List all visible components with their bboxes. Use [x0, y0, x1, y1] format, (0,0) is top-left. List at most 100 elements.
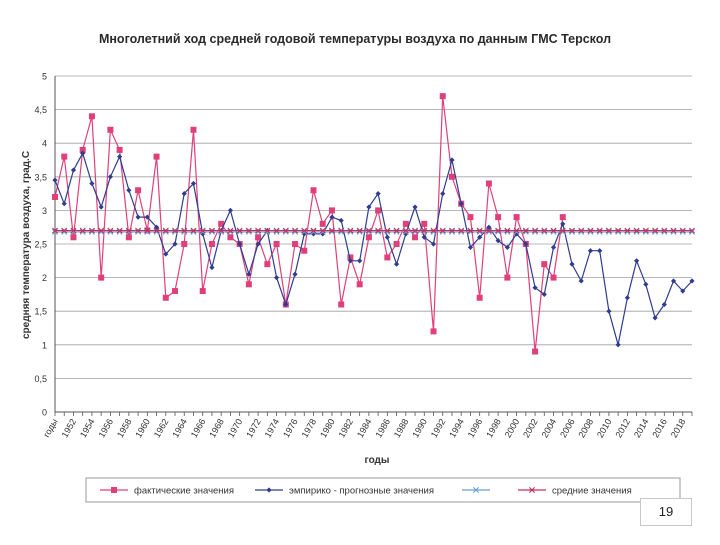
data-point-mean	[430, 227, 437, 234]
data-point-actual	[98, 274, 105, 281]
x-axis-label: годы	[365, 455, 390, 466]
data-point-forecast	[440, 191, 446, 197]
data-point-actual	[79, 146, 86, 153]
data-point-actual	[467, 214, 474, 221]
legend-marker	[473, 487, 479, 493]
data-point-mean	[199, 227, 206, 234]
data-point-mean	[412, 227, 419, 234]
data-point-forecast	[237, 241, 243, 247]
data-point-mean	[181, 227, 188, 234]
data-point-actual	[181, 241, 188, 247]
data-point-mean	[670, 227, 677, 234]
y-tick-label: 3,5	[34, 172, 47, 182]
data-point-forecast	[375, 191, 381, 197]
y-tick-label: 4,5	[34, 105, 47, 115]
data-point-forecast	[89, 180, 95, 187]
legend-label: фактические значения	[134, 486, 234, 497]
data-point-actual	[190, 126, 197, 133]
data-point-actual	[52, 193, 58, 200]
data-point-mean	[679, 227, 686, 234]
data-point-forecast	[181, 191, 187, 197]
data-point-actual	[365, 234, 372, 241]
data-point-forecast	[384, 234, 390, 240]
data-point-mean	[541, 227, 548, 234]
data-point-mean	[375, 227, 382, 234]
data-point-mean	[208, 227, 215, 234]
data-point-mean	[587, 227, 594, 234]
data-point-forecast	[550, 244, 557, 250]
data-point-forecast	[255, 241, 261, 247]
data-point-actual	[319, 220, 326, 227]
data-point-mean	[624, 227, 631, 234]
data-point-mean	[172, 227, 179, 234]
data-point-actual	[218, 220, 225, 227]
y-tick-label: 0	[42, 408, 47, 418]
data-point-mean	[568, 227, 575, 234]
data-point-mean	[356, 227, 363, 234]
axes	[54, 76, 693, 416]
data-point-forecast	[541, 291, 547, 297]
data-point-mean	[227, 227, 234, 234]
y-axis-label: средняя температура воздуха, град.С	[21, 151, 32, 339]
data-point-forecast	[329, 214, 335, 220]
data-point-mean	[61, 227, 68, 234]
series-line	[54, 96, 564, 352]
data-point-forecast	[320, 231, 326, 237]
data-point-mean	[661, 227, 668, 234]
data-point-mean	[448, 227, 455, 234]
data-point-actual	[541, 261, 548, 268]
data-point-mean	[162, 227, 169, 234]
data-point-actual	[125, 234, 132, 241]
data-point-actual	[476, 294, 483, 301]
data-point-forecast	[578, 278, 584, 284]
data-point-actual	[199, 288, 206, 295]
data-point-forecast	[467, 244, 474, 250]
series-1	[52, 150, 695, 348]
data-point-actual	[448, 173, 455, 180]
data-point-forecast	[190, 180, 197, 187]
data-point-mean	[255, 227, 262, 234]
data-point-forecast	[449, 157, 455, 163]
data-point-actual	[107, 126, 114, 133]
data-point-mean	[689, 227, 695, 234]
data-point-mean	[504, 227, 511, 234]
data-point-mean	[384, 227, 391, 234]
data-point-actual	[402, 220, 409, 227]
legend-item-3: средние значения	[518, 486, 632, 497]
data-point-forecast	[80, 150, 86, 156]
data-point-actual	[421, 220, 428, 227]
data-point-forecast	[98, 204, 104, 210]
data-point-mean	[144, 227, 151, 234]
data-point-forecast	[292, 271, 298, 277]
data-point-mean	[319, 227, 326, 234]
data-point-mean	[264, 227, 271, 234]
data-point-actual	[485, 180, 492, 187]
legend-marker	[111, 487, 117, 493]
data-point-mean	[652, 227, 659, 234]
data-point-actual	[384, 254, 391, 261]
data-point-actual	[273, 241, 280, 247]
y-tick-label: 0,5	[34, 374, 47, 384]
legend-marker	[529, 487, 535, 493]
data-point-mean	[218, 227, 225, 234]
data-point-actual	[356, 281, 363, 288]
y-tick-labels: 0 0,5 1 1,5 2 2,5 3 3,5 4 4,5 5	[34, 72, 47, 418]
y-tick-label: 2	[42, 273, 47, 283]
data-point-mean	[485, 227, 492, 234]
data-point-forecast	[643, 281, 649, 287]
data-point-mean	[190, 227, 197, 234]
data-point-mean	[135, 227, 142, 234]
data-point-actual	[292, 241, 299, 247]
data-point-forecast	[393, 261, 400, 267]
chart-title: Многолетний ход средней годовой температ…	[99, 32, 611, 46]
data-point-actual	[245, 281, 252, 288]
data-point-actual	[227, 234, 234, 241]
legend-item-0: фактические значения	[100, 486, 234, 497]
data-point-forecast	[458, 201, 464, 207]
data-point-mean	[559, 227, 566, 234]
legend-item-2	[462, 487, 490, 493]
data-point-forecast	[338, 217, 344, 224]
data-point-actual	[172, 288, 179, 295]
data-point-actual	[559, 214, 566, 221]
